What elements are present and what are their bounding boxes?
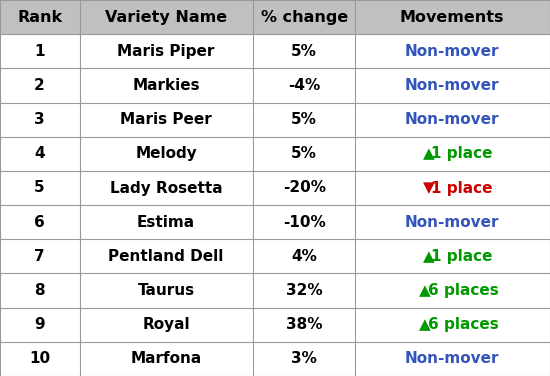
Text: Royal: Royal bbox=[142, 317, 190, 332]
Text: 5%: 5% bbox=[291, 44, 317, 59]
Text: 6 places: 6 places bbox=[428, 283, 498, 298]
Text: -20%: -20% bbox=[283, 180, 326, 196]
Text: Melody: Melody bbox=[135, 146, 197, 161]
Text: 10: 10 bbox=[29, 352, 50, 366]
Text: 6 places: 6 places bbox=[428, 317, 498, 332]
Text: Rank: Rank bbox=[17, 10, 62, 24]
Text: -10%: -10% bbox=[283, 215, 326, 230]
Text: 5: 5 bbox=[34, 180, 45, 196]
Text: Maris Piper: Maris Piper bbox=[117, 44, 215, 59]
FancyBboxPatch shape bbox=[0, 137, 550, 171]
Text: 3: 3 bbox=[34, 112, 45, 127]
Text: Marfona: Marfona bbox=[130, 352, 202, 366]
Text: 1 place: 1 place bbox=[431, 146, 493, 161]
Text: 6: 6 bbox=[34, 215, 45, 230]
Text: Pentland Dell: Pentland Dell bbox=[108, 249, 224, 264]
Text: -4%: -4% bbox=[288, 78, 320, 93]
FancyBboxPatch shape bbox=[0, 68, 550, 103]
FancyBboxPatch shape bbox=[0, 171, 550, 205]
Text: Estima: Estima bbox=[137, 215, 195, 230]
Text: ▲: ▲ bbox=[423, 249, 434, 264]
Text: Non-mover: Non-mover bbox=[405, 78, 499, 93]
Text: 3%: 3% bbox=[291, 352, 317, 366]
Text: % change: % change bbox=[261, 10, 348, 24]
Text: 32%: 32% bbox=[286, 283, 322, 298]
Text: Movements: Movements bbox=[400, 10, 504, 24]
Text: Non-mover: Non-mover bbox=[405, 112, 499, 127]
Text: 7: 7 bbox=[34, 249, 45, 264]
Text: 5%: 5% bbox=[291, 146, 317, 161]
Text: ▼: ▼ bbox=[423, 180, 434, 196]
Text: Markies: Markies bbox=[133, 78, 200, 93]
Text: 2: 2 bbox=[34, 78, 45, 93]
Text: Maris Peer: Maris Peer bbox=[120, 112, 212, 127]
Text: Lady Rosetta: Lady Rosetta bbox=[110, 180, 222, 196]
Text: 5%: 5% bbox=[291, 112, 317, 127]
FancyBboxPatch shape bbox=[0, 239, 550, 273]
Text: ▲: ▲ bbox=[423, 146, 434, 161]
FancyBboxPatch shape bbox=[0, 103, 550, 137]
Text: 4: 4 bbox=[34, 146, 45, 161]
Text: ▲: ▲ bbox=[419, 317, 431, 332]
Text: Variety Name: Variety Name bbox=[105, 10, 227, 24]
Text: ▲: ▲ bbox=[419, 283, 431, 298]
Text: 38%: 38% bbox=[286, 317, 322, 332]
Text: 4%: 4% bbox=[291, 249, 317, 264]
Text: 8: 8 bbox=[34, 283, 45, 298]
Text: Non-mover: Non-mover bbox=[405, 215, 499, 230]
Text: 1 place: 1 place bbox=[431, 180, 493, 196]
Text: 1 place: 1 place bbox=[431, 249, 493, 264]
Text: Taurus: Taurus bbox=[138, 283, 195, 298]
FancyBboxPatch shape bbox=[0, 205, 550, 239]
Text: 9: 9 bbox=[34, 317, 45, 332]
FancyBboxPatch shape bbox=[0, 273, 550, 308]
FancyBboxPatch shape bbox=[0, 34, 550, 68]
FancyBboxPatch shape bbox=[0, 342, 550, 376]
Text: Non-mover: Non-mover bbox=[405, 352, 499, 366]
FancyBboxPatch shape bbox=[0, 0, 550, 34]
FancyBboxPatch shape bbox=[0, 308, 550, 342]
Text: Non-mover: Non-mover bbox=[405, 44, 499, 59]
Text: 1: 1 bbox=[34, 44, 45, 59]
